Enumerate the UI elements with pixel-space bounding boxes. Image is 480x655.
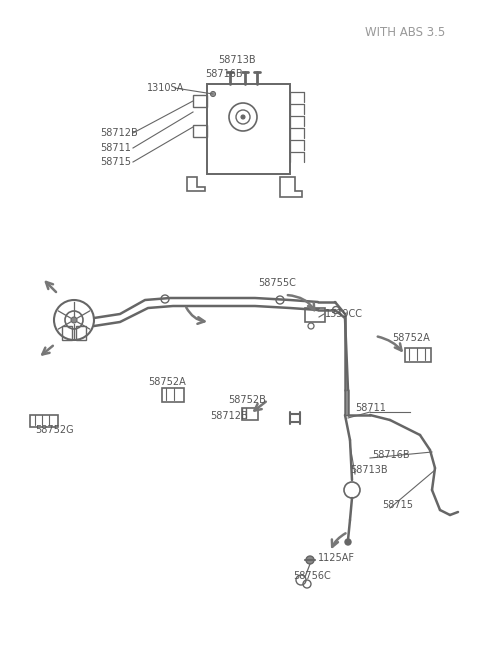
Text: 58715: 58715: [382, 500, 413, 510]
Text: 1339CC: 1339CC: [325, 309, 363, 319]
Text: WITH ABS 3.5: WITH ABS 3.5: [365, 26, 445, 39]
Circle shape: [306, 556, 314, 564]
Text: 58711: 58711: [355, 403, 386, 413]
Bar: [405, 348, 431, 362]
Circle shape: [211, 92, 216, 96]
Text: 58755C: 58755C: [258, 278, 296, 288]
Circle shape: [71, 317, 77, 323]
Bar: [193, 95, 207, 107]
Text: 58715: 58715: [100, 157, 131, 167]
Text: 58756C: 58756C: [293, 571, 331, 581]
Circle shape: [345, 539, 351, 545]
Text: 58752A: 58752A: [148, 377, 186, 387]
Text: 58713B: 58713B: [218, 55, 256, 65]
Bar: [162, 388, 184, 402]
Text: 58712B: 58712B: [100, 128, 138, 138]
Text: 58716B: 58716B: [205, 69, 242, 79]
Bar: [193, 125, 207, 137]
Text: 58711: 58711: [100, 143, 131, 153]
Text: 1125AF: 1125AF: [318, 553, 355, 563]
Bar: [30, 415, 58, 427]
Circle shape: [241, 115, 245, 119]
Text: 58713B: 58713B: [350, 465, 388, 475]
Text: 58752G: 58752G: [35, 425, 73, 435]
Text: 1310SA: 1310SA: [147, 83, 184, 93]
Bar: [207, 84, 290, 174]
Text: 58752A: 58752A: [392, 333, 430, 343]
Text: 58752B: 58752B: [228, 395, 266, 405]
Text: 58712B: 58712B: [210, 411, 248, 421]
Bar: [305, 308, 325, 322]
Bar: [76, 326, 86, 340]
Bar: [242, 408, 258, 420]
Bar: [62, 326, 72, 340]
Text: 58716B: 58716B: [372, 450, 409, 460]
